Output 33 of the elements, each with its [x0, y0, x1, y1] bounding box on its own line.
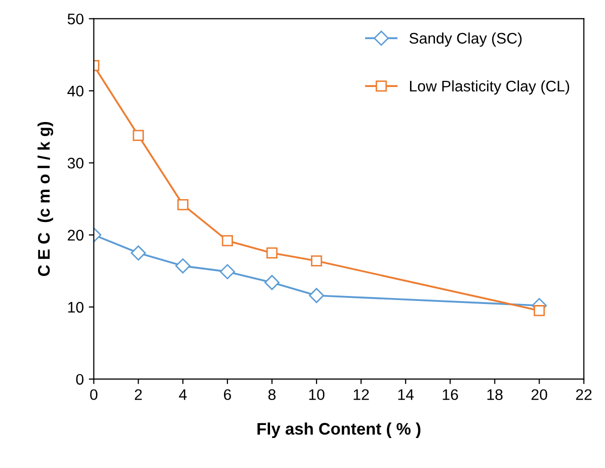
- x-tick-label: 14: [398, 389, 414, 400]
- point: [310, 255, 322, 266]
- point: [266, 247, 278, 259]
- x-tick-label: 12: [354, 389, 369, 400]
- legend-label: Low Plasticity Clay (CL): [410, 80, 570, 95]
- point: [175, 258, 190, 274]
- y-tick-label: 0: [76, 374, 84, 385]
- y-axis-title: C E C (c m o l / k g): [38, 122, 54, 276]
- point: [534, 305, 545, 316]
- y-tick-label: 40: [67, 86, 84, 96]
- x-tick-label: 16: [442, 389, 458, 400]
- y-tick-label: 50: [68, 14, 84, 24]
- y-tick-label: 30: [68, 158, 84, 169]
- x-tick-label: 18: [487, 389, 503, 400]
- point: [222, 235, 233, 246]
- y-tick-label: 10: [68, 302, 84, 313]
- x-axis-title: Fly ash Content ( % ): [258, 422, 420, 438]
- point: [130, 245, 146, 261]
- x-tick-label: 10: [309, 389, 324, 400]
- point: [177, 199, 188, 210]
- x-tick-label: 22: [576, 389, 592, 400]
- x-tick-label: 0: [90, 389, 98, 400]
- x-tick-label: 8: [268, 389, 276, 400]
- x-tick-label: 20: [532, 389, 548, 400]
- point: [132, 130, 144, 142]
- point: [264, 274, 280, 290]
- y-tick-label: 20: [68, 230, 84, 241]
- point: [308, 288, 324, 304]
- legend-label: Sandy Clay (SC): [409, 32, 522, 47]
- x-tick-label: 6: [224, 389, 231, 400]
- x-tick-label: 2: [134, 389, 142, 400]
- point: [220, 264, 235, 280]
- x-tick-label: 4: [178, 389, 187, 400]
